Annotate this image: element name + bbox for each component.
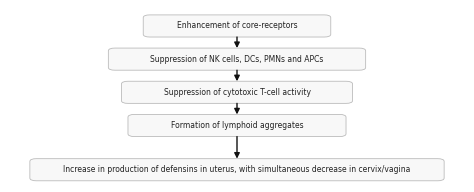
Text: Increase in production of defensins in uterus, with simultaneous decrease in cer: Increase in production of defensins in u… [64, 165, 410, 174]
Text: Suppression of cytotoxic T-cell activity: Suppression of cytotoxic T-cell activity [164, 88, 310, 97]
FancyBboxPatch shape [121, 81, 353, 103]
FancyBboxPatch shape [30, 159, 444, 181]
Text: Enhancement of core-receptors: Enhancement of core-receptors [177, 22, 297, 31]
FancyBboxPatch shape [109, 48, 365, 70]
Text: Suppression of NK cells, DCs, PMNs and APCs: Suppression of NK cells, DCs, PMNs and A… [150, 55, 324, 64]
FancyBboxPatch shape [143, 15, 331, 37]
FancyBboxPatch shape [128, 114, 346, 137]
Text: Formation of lymphoid aggregates: Formation of lymphoid aggregates [171, 121, 303, 130]
